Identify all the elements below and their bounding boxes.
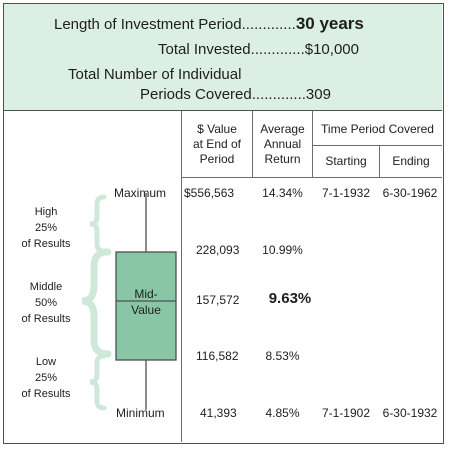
col-value-end-line1: $ Value (197, 122, 237, 136)
low-quartile-label: Low 25% of Results (11, 354, 81, 402)
middle-label-line1: Middle (29, 281, 63, 293)
periods-label-line1: Total Number of Individual (68, 66, 242, 83)
mid-value-line1: Mid- (134, 287, 158, 301)
mid-value-line2: Value (131, 303, 161, 317)
col-avg-return-line3: Return (264, 152, 301, 166)
column-divider-2 (312, 111, 313, 177)
column-divider-3 (379, 145, 380, 177)
invested-value: $10,000 (304, 41, 359, 58)
row-min-end: 6-30-1932 (382, 406, 438, 420)
time-period-subrule (312, 145, 442, 146)
col-ending: Ending (392, 154, 430, 168)
row-max-value: $556,563 (184, 186, 235, 200)
period-line: Length of Investment Period.............… (54, 14, 442, 34)
interquartile-box (115, 251, 177, 361)
col-time-period: Time Period Covered (321, 122, 434, 136)
high-label-line2: 25% (34, 222, 58, 234)
low-label-line3: of Results (21, 388, 71, 400)
row-q3-return: 10.99% (262, 243, 303, 257)
invested-label: Total Invested (158, 41, 251, 58)
maximum-label: Maximum (114, 186, 167, 200)
row-max-end: 6-30-1962 (382, 186, 438, 200)
col-avg-return: Average Annual Return (253, 122, 312, 167)
summary-panel: Length of Investment Period.............… (4, 4, 442, 111)
mid-value-label: Mid- Value (116, 286, 176, 318)
brace-high (89, 194, 107, 254)
middle-half-label: Middle 50% of Results (9, 279, 83, 327)
row-max-return: 14.34% (262, 186, 303, 200)
periods-value: 309 (305, 86, 331, 103)
row-min-return: 4.85% (265, 406, 300, 420)
row-q1-value: 116,582 (196, 349, 239, 363)
header-bottom-rule (181, 177, 442, 178)
col-avg-return-line2: Annual (263, 137, 302, 151)
col-value-end-line2: at End of (192, 137, 242, 151)
high-quartile-label: High 25% of Results (11, 204, 81, 252)
invested-line: Total Invested.............$10,000 (158, 41, 442, 58)
col-starting: Starting (325, 154, 367, 168)
column-divider-1 (252, 111, 253, 177)
low-label-line2: 25% (34, 372, 58, 384)
period-label: Length of Investment Period (54, 16, 242, 33)
invested-dots: ............. (250, 41, 305, 58)
brace-low (89, 353, 107, 411)
col-value-end-line3: Period (199, 152, 235, 166)
minimum-label: Minimum (116, 406, 165, 420)
periods-line: Periods Covered.............309 (140, 86, 331, 103)
period-value: 30 years (295, 14, 364, 33)
row-q3-value: 228,093 (196, 243, 240, 257)
box-plot (81, 193, 177, 411)
high-label-line3: of Results (21, 238, 71, 250)
middle-label-line3: of Results (21, 313, 71, 325)
period-dots: ............. (241, 16, 296, 33)
row-min-value: 41,393 (200, 406, 237, 420)
brace-middle (81, 248, 112, 358)
middle-label-line2: 50% (34, 297, 58, 309)
table-left-rule (181, 111, 182, 442)
row-min-start: 7-1-1902 (321, 406, 371, 420)
col-avg-return-line1: Average (260, 122, 305, 136)
row-median-return: 9.63% (268, 290, 312, 307)
col-value-end: $ Value at End of Period (182, 122, 252, 167)
periods-dots: ............. (251, 86, 306, 103)
row-median-value: 157,572 (196, 293, 240, 307)
row-q1-return: 8.53% (265, 349, 300, 363)
chart-frame: Length of Investment Period.............… (3, 3, 444, 444)
row-max-start: 7-1-1932 (321, 186, 371, 200)
high-label-line1: High (34, 206, 58, 218)
low-label-line1: Low (35, 356, 57, 368)
periods-label-line2: Periods Covered (140, 86, 252, 103)
